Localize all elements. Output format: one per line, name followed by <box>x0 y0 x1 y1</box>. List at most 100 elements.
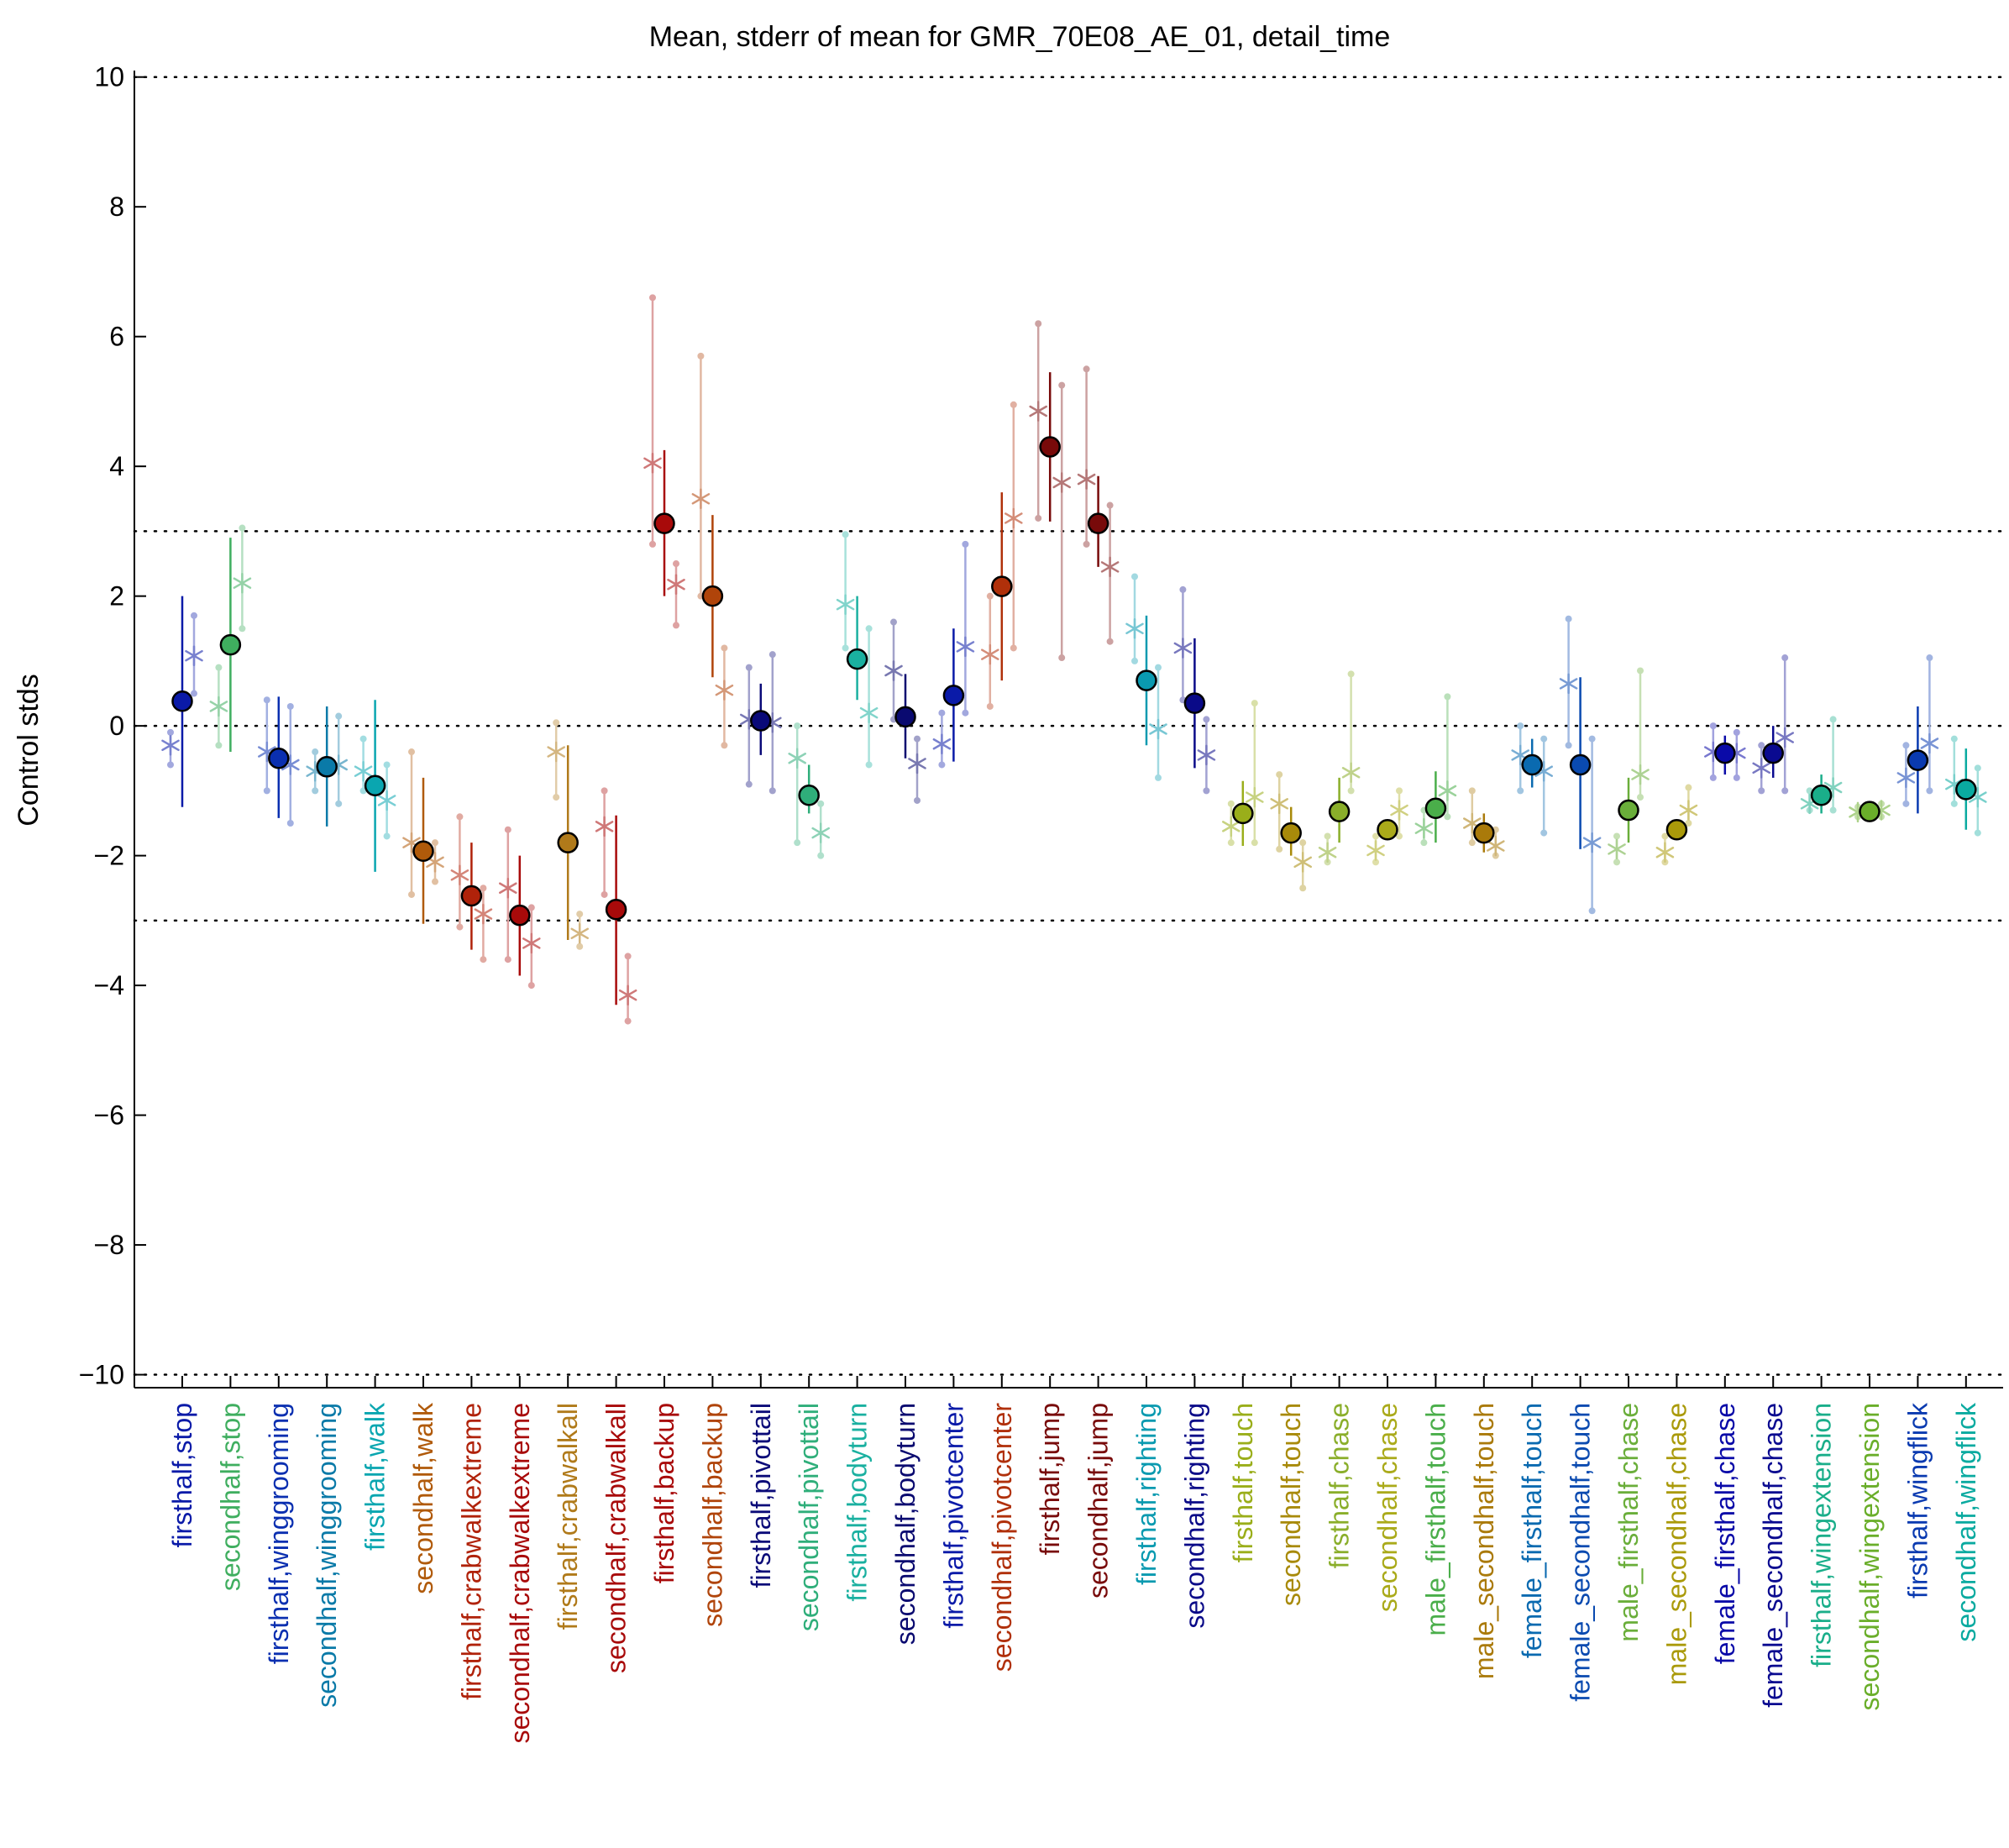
asterisk-marker <box>1004 507 1023 529</box>
asterisk-marker <box>908 753 926 774</box>
range-dot <box>768 787 776 795</box>
range-dot <box>286 820 294 827</box>
range-dot <box>1902 742 1910 749</box>
range-dot <box>456 923 464 931</box>
asterisk-stroke <box>1052 476 1071 489</box>
x-tick-label: male_secondhalf,chase <box>1661 1403 1692 1685</box>
reference-lines <box>133 76 2005 1376</box>
asterisk-stroke <box>499 882 517 894</box>
range-dot <box>1565 615 1572 622</box>
asterisk-marker <box>1752 758 1770 779</box>
x-tick-label: secondhalf,walk <box>408 1402 438 1594</box>
range-dot <box>335 712 343 720</box>
asterisk-stroke <box>618 989 637 1001</box>
asterisk-marker <box>1896 767 1916 789</box>
range-dot <box>817 800 825 807</box>
range-dot <box>191 690 197 697</box>
asterisk-marker <box>1582 832 1602 853</box>
range-dot <box>938 761 946 769</box>
range-dot <box>335 800 343 807</box>
asterisk-marker <box>450 864 469 886</box>
asterisk-stroke <box>595 821 614 832</box>
range-dot <box>480 885 487 892</box>
asterisk-stroke <box>667 579 685 591</box>
range-dot <box>480 956 487 963</box>
asterisk-marker <box>354 760 373 782</box>
x-tick-label: firsthalf,winggrooming <box>264 1403 294 1664</box>
asterisk-marker <box>618 984 637 1005</box>
asterisk-marker <box>1414 817 1434 839</box>
range-dot <box>383 832 391 840</box>
data-marks <box>161 294 1987 1025</box>
range-dot <box>1444 693 1451 701</box>
x-tick-label: female_secondhalf,chase <box>1758 1403 1788 1708</box>
asterisk-marker <box>1052 472 1071 493</box>
range-dot <box>601 890 608 898</box>
asterisk-marker <box>233 572 252 594</box>
asterisk-stroke <box>1487 840 1505 852</box>
mean-point <box>557 832 579 853</box>
range-dot <box>1203 787 1210 795</box>
mean-point <box>653 512 675 534</box>
asterisk-marker <box>643 453 662 474</box>
range-dot <box>1420 839 1428 847</box>
mean-point <box>1618 799 1639 822</box>
range-dot <box>1035 320 1042 328</box>
asterisk-stroke <box>1318 847 1337 858</box>
range-dot <box>504 956 511 963</box>
mean-point <box>268 748 290 769</box>
asterisk-stroke <box>932 738 952 750</box>
range-dot <box>962 709 969 717</box>
asterisk-marker <box>1173 638 1193 659</box>
mean-point <box>894 706 916 728</box>
asterisk-stroke <box>836 598 855 611</box>
y-tick-label: −10 <box>79 1360 124 1390</box>
asterisk-stroke <box>1246 791 1264 803</box>
mean-point <box>1665 818 1688 841</box>
range-dot <box>408 890 415 898</box>
asterisk-marker <box>1608 838 1626 860</box>
x-tick-label: firsthalf,jump <box>1035 1403 1065 1555</box>
range-dot <box>794 839 801 847</box>
range-dot <box>601 787 608 795</box>
asterisk-marker <box>1318 842 1337 864</box>
y-tick-label: −4 <box>94 970 124 1000</box>
x-tick-label: secondhalf,bodyturn <box>890 1403 921 1645</box>
mean-point <box>171 690 193 712</box>
range-dot <box>1251 700 1258 707</box>
asterisk-stroke <box>474 908 493 920</box>
asterisk-marker <box>1679 800 1698 821</box>
x-tick-label: secondhalf,stop <box>215 1403 245 1591</box>
x-tick-label: firsthalf,crabwalkextreme <box>456 1403 486 1700</box>
asterisk-marker <box>1149 718 1167 740</box>
x-tick-label: female_secondhalf,touch <box>1566 1403 1596 1702</box>
range-dot <box>553 794 560 801</box>
range-dot <box>1637 667 1644 675</box>
y-tick-label: 4 <box>109 451 124 481</box>
asterisk-stroke <box>715 684 734 696</box>
asterisk-marker <box>932 733 952 755</box>
range-dot <box>1396 832 1403 840</box>
x-tick-label: secondhalf,pivotcenter <box>987 1403 1017 1672</box>
range-dot <box>1010 644 1017 652</box>
range-dot <box>649 540 656 548</box>
asterisk-stroke <box>570 927 589 940</box>
range-dot <box>721 742 728 749</box>
asterisk-stroke <box>1004 512 1023 524</box>
range-dot <box>1517 787 1524 795</box>
asterisk-stroke <box>1631 769 1650 780</box>
asterisk-marker <box>811 822 830 843</box>
asterisk-stroke <box>1438 785 1457 797</box>
range-dot <box>865 761 873 769</box>
range-dot <box>865 625 873 633</box>
range-dot <box>1468 787 1476 795</box>
x-tick-label: firsthalf,bodyturn <box>842 1403 873 1602</box>
x-tick-label: male_secondhalf,touch <box>1469 1403 1499 1679</box>
range-dot <box>1613 858 1620 866</box>
mean-point <box>750 710 772 732</box>
range-dot <box>1155 774 1162 781</box>
asterisk-marker <box>1029 401 1047 422</box>
range-dot <box>986 702 994 710</box>
mean-point <box>1907 749 1929 771</box>
